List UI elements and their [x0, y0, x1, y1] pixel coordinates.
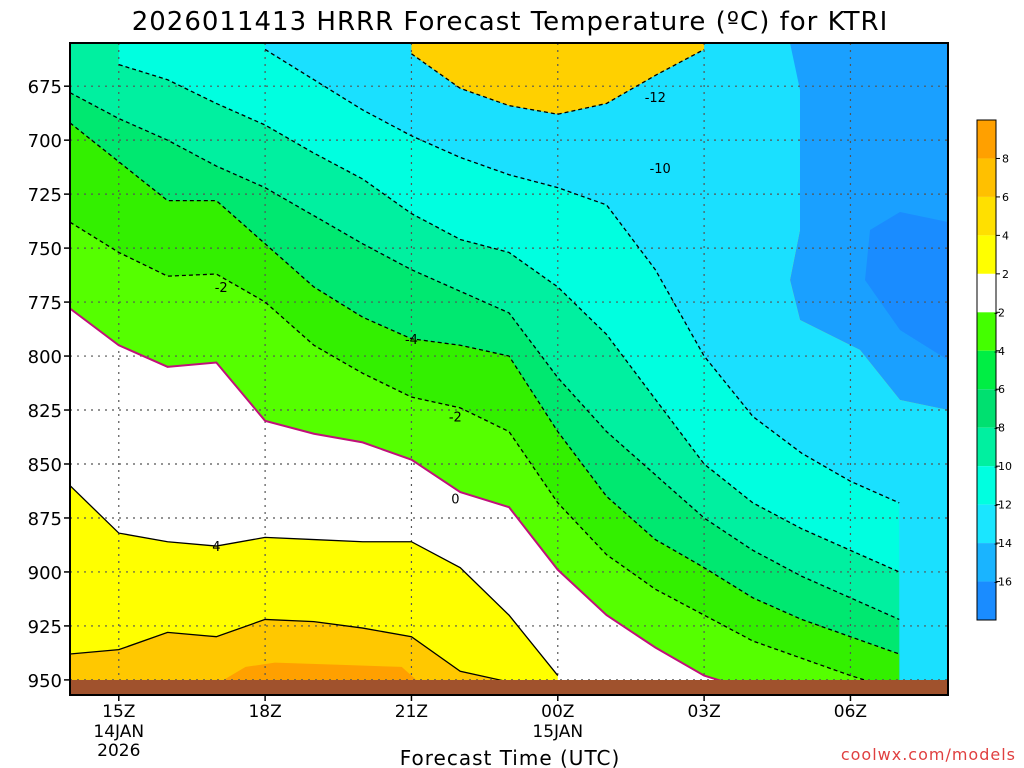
y-tick-label: 900: [28, 563, 62, 584]
y-tick-label: 875: [28, 509, 62, 530]
contour-label: -2: [215, 281, 228, 296]
y-tick-label: 950: [28, 671, 62, 692]
colorbar-swatch: [977, 504, 996, 544]
contour-label: 4: [212, 540, 220, 555]
isotherm-fills: [70, 43, 948, 695]
plot-frame: [69, 42, 949, 696]
colorbar-tick-label: 8: [1002, 152, 1009, 165]
colorbar-swatch: [977, 120, 996, 159]
colorbar-tick-label: -12: [994, 499, 1012, 512]
y-tick-label: 925: [28, 617, 62, 638]
colorbar-tick-label: -10: [994, 460, 1012, 473]
colorbar-tick-label: 6: [1002, 191, 1009, 204]
contour-label: -12: [645, 91, 666, 106]
contour-label: -2: [449, 410, 462, 425]
isotherm-4: [70, 485, 559, 676]
fill-8: [216, 662, 422, 685]
y-tick-label: 825: [28, 401, 62, 422]
colorbar-swatch: [977, 427, 996, 467]
x-tick-label: 15Z: [102, 702, 135, 722]
colorbar-swatch: [977, 235, 996, 274]
isotherm-minus-2: [70, 221, 900, 692]
colorbar-tick-label: -2: [994, 306, 1005, 319]
isotherm-6: [70, 618, 510, 683]
x-tick-date: 15JAN: [532, 722, 583, 742]
colorbar-swatch: [977, 543, 996, 582]
colorbar-swatch: [977, 196, 996, 236]
band-minus-18: [865, 212, 948, 360]
colorbar-frame: [976, 119, 997, 621]
x-tick-label: 18Z: [248, 702, 281, 722]
chart-title: 2026011413 HRRR Forecast Temperature (ºC…: [132, 7, 889, 37]
colorbar-tick-label: 4: [1002, 229, 1009, 242]
isotherm-lines: [70, 48, 900, 692]
isotherm-0: [70, 307, 754, 692]
colorbar-tick-label: -6: [994, 383, 1005, 396]
isotherm-minus-6: [70, 92, 900, 621]
contour-labels: -12 -10 -2 -4 -2 0 4: [212, 91, 671, 555]
colorbar-tick-label: -8: [994, 422, 1005, 435]
colorbar-swatch: [977, 581, 996, 620]
isotherm-minus-8: [118, 63, 900, 573]
y-tick-label: 800: [28, 347, 62, 368]
x-axis-label: Forecast Time (UTC): [400, 746, 621, 768]
colorbar-swatch: [977, 158, 996, 197]
x-tick-label: 00Z: [541, 702, 574, 722]
x-tick-year: 2026: [97, 741, 140, 761]
colorbar-tick-label: 2: [1002, 268, 1009, 281]
y-tick-label: 775: [28, 293, 62, 314]
y-axis: 675 700 725 750 775 800 825 850 875 900 925 950: [28, 77, 70, 692]
isotherm-minus-10: [264, 48, 900, 504]
y-tick-label: 675: [28, 77, 62, 98]
colorbar-swatch: [977, 273, 996, 313]
colorbar-tick-label: -4: [994, 345, 1005, 358]
contour-label: -10: [650, 162, 671, 177]
ground-strip: [70, 680, 948, 695]
x-tick-date: 14JAN: [93, 722, 144, 742]
contour-label: 0: [451, 493, 459, 508]
colorbar-swatch: [977, 350, 996, 390]
colorbar-tick-label: -16: [994, 576, 1012, 589]
isotherm-minus-12: [411, 48, 705, 115]
x-tick-label: 06Z: [834, 702, 867, 722]
y-tick-label: 750: [28, 239, 62, 260]
y-tick-label: 725: [28, 185, 62, 206]
x-tick-label: 03Z: [687, 702, 720, 722]
credit-text: coolwx.com/models: [841, 745, 1016, 764]
colorbar-swatch: [977, 466, 996, 505]
y-tick-label: 850: [28, 455, 62, 476]
x-tick-label: 21Z: [395, 702, 428, 722]
contour-label: -4: [405, 333, 418, 348]
y-tick-label: 700: [28, 131, 62, 152]
colorbar-tick-label: -14: [994, 537, 1012, 550]
colorbar: 8 6 4 2 -2 -4 -6 -8 -10 -12 -14 -16: [976, 119, 1012, 621]
colorbar-swatch: [977, 389, 996, 428]
colorbar-swatch: [977, 312, 996, 351]
